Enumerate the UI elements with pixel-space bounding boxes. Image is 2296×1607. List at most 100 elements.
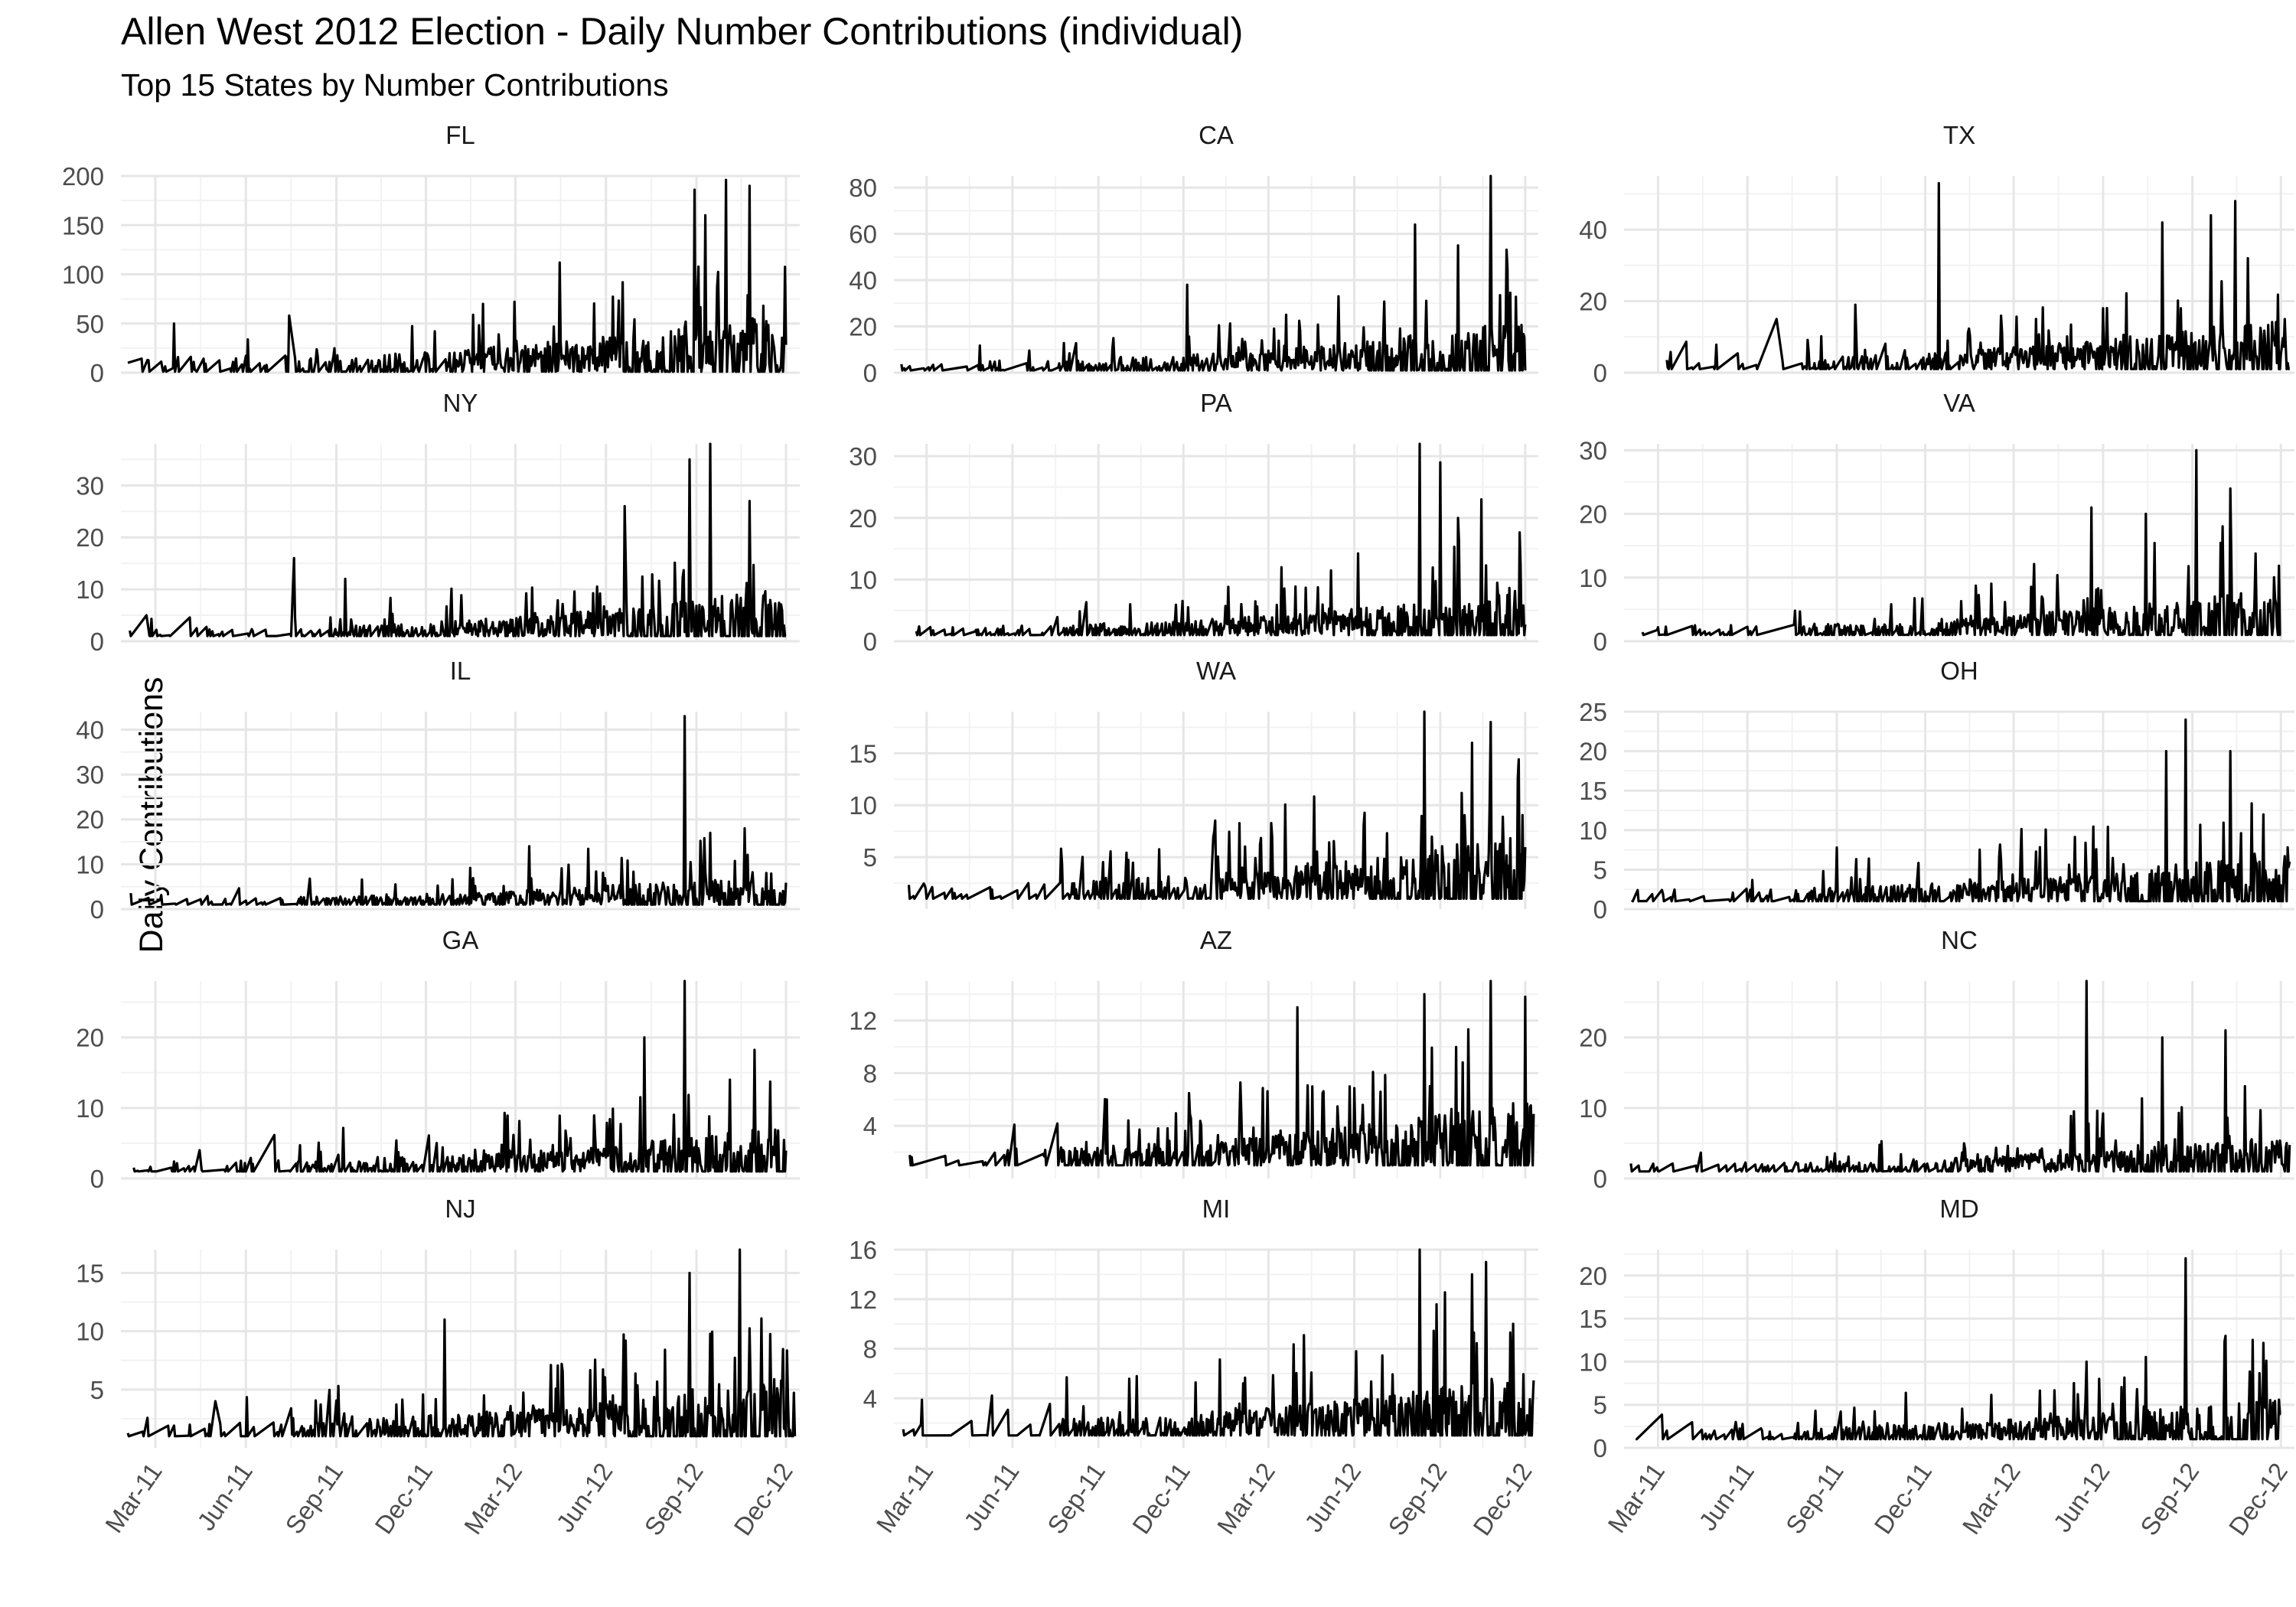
y-tick-label: 0	[1593, 1434, 1607, 1462]
x-tick-label: Jun-11	[191, 1458, 258, 1536]
x-tick-label: Sep-11	[1042, 1458, 1110, 1539]
y-tick-label: 20	[1579, 738, 1607, 766]
y-tick-label: 100	[62, 261, 104, 289]
y-tick-label: 0	[90, 627, 104, 656]
panel-va: VA 0 10 20 30	[1579, 389, 2294, 656]
panel-label-va: VA	[1943, 389, 1975, 417]
y-tick-label: 4	[863, 1384, 877, 1413]
y-tick-label: 20	[1579, 1024, 1607, 1052]
x-tick-label: Dec-12	[1467, 1458, 1537, 1540]
y-tick-label: 60	[849, 220, 877, 249]
y-tick-label: 16	[849, 1236, 877, 1264]
y-tick-label: 5	[1593, 856, 1607, 884]
series-line-md	[1635, 1257, 2281, 1441]
panel-il: IL 0 10 20 30 40	[76, 657, 800, 924]
series-line-oh	[1630, 718, 2291, 903]
x-tick-label: Jun-12	[1299, 1458, 1366, 1537]
y-tick-label: 15	[849, 739, 877, 768]
panel-tx: TX 0 20 40	[1579, 121, 2294, 387]
x-tick-label: Mar-11	[99, 1458, 168, 1538]
y-tick-label: 15	[76, 1259, 104, 1287]
y-tick-label: 10	[1579, 1094, 1607, 1123]
y-tick-label: 30	[76, 471, 104, 500]
x-tick-label: Sep-12	[638, 1458, 708, 1540]
panel-nc: NC 0 10 20	[1579, 926, 2294, 1193]
x-tick-label: Sep-11	[1780, 1458, 1849, 1539]
panel-label-fl: FL	[445, 121, 475, 149]
panel-ca: CA 0 20 40 60 80	[849, 121, 1538, 387]
panel-md: MD 0 5 10 15 20 Mar-11 Jun-11 Sep-11 Dec-11 Mar-12…	[1579, 1195, 2294, 1540]
y-tick-label: 10	[1579, 564, 1607, 592]
y-tick-label: 30	[76, 761, 104, 789]
x-tick-label: Dec-12	[2223, 1458, 2293, 1540]
y-tick-label: 0	[90, 359, 104, 387]
series-line-ca	[900, 174, 1527, 372]
x-tick-label: Mar-12	[1957, 1458, 2026, 1540]
panel-label-md: MD	[1939, 1195, 1978, 1223]
series-line-pa	[915, 442, 1527, 637]
panel-wa: WA 5 10 15	[849, 657, 1538, 909]
y-tick-label: 15	[1579, 777, 1607, 805]
y-tick-label: 10	[76, 575, 104, 604]
x-tick-label: Dec-11	[1868, 1458, 1937, 1539]
series-line-az	[908, 980, 1535, 1167]
y-tick-label: 0	[90, 895, 104, 924]
series-line-il	[129, 715, 788, 906]
x-tick-label: Sep-12	[2135, 1458, 2204, 1540]
panel-label-mi: MI	[1202, 1195, 1231, 1223]
x-tick-label: Mar-12	[1212, 1458, 1280, 1540]
y-tick-label: 40	[76, 715, 104, 744]
panel-label-wa: WA	[1196, 657, 1236, 685]
y-tick-label: 10	[1579, 1348, 1607, 1376]
series-line-tx	[1665, 181, 2290, 370]
y-tick-label: 15	[1579, 1305, 1607, 1333]
y-tick-label: 40	[1579, 216, 1607, 244]
y-tick-label: 0	[863, 627, 877, 656]
y-tick-label: 10	[76, 1094, 104, 1123]
series-line-ga	[132, 980, 788, 1173]
y-tick-label: 20	[1579, 500, 1607, 529]
panel-label-il: IL	[450, 657, 471, 685]
series-line-nc	[1629, 980, 2291, 1173]
y-tick-label: 10	[849, 566, 877, 594]
x-tick-label: Mar-11	[871, 1458, 939, 1538]
y-tick-label: 4	[863, 1112, 877, 1140]
panel-label-ny: NY	[443, 389, 478, 417]
panel-label-nc: NC	[1941, 926, 1978, 954]
y-tick-label: 10	[76, 1318, 104, 1346]
y-tick-label: 0	[1593, 895, 1607, 924]
x-tick-label: Mar-11	[1602, 1458, 1670, 1538]
panel-label-tx: TX	[1943, 121, 1975, 149]
y-tick-label: 30	[1579, 436, 1607, 464]
panel-label-ga: GA	[442, 926, 479, 954]
y-tick-label: 200	[62, 162, 104, 191]
x-tick-label: Jun-12	[2047, 1458, 2115, 1537]
x-tick-label: Sep-12	[1382, 1458, 1452, 1540]
y-tick-label: 50	[76, 310, 104, 338]
y-tick-label: 20	[1579, 288, 1607, 316]
panel-fl: FL 0 50 100 150 200	[62, 121, 800, 387]
y-tick-label: 10	[76, 850, 104, 878]
series-line-va	[1641, 448, 2281, 637]
chart-title: Allen West 2012 Election - Daily Number …	[121, 10, 1244, 53]
series-line-ny	[129, 442, 787, 637]
panel-mi: MI 4 8 12 16 Mar-11 Jun-11 Sep-11 Dec-11 Mar-12 Ju…	[849, 1195, 1538, 1540]
y-tick-label: 0	[90, 1165, 104, 1193]
y-tick-label: 5	[863, 843, 877, 872]
y-tick-label: 30	[849, 442, 877, 471]
y-tick-label: 12	[849, 1286, 877, 1314]
chart-subtitle: Top 15 States by Number Contributions	[121, 67, 669, 103]
y-tick-label: 80	[849, 174, 877, 202]
y-tick-label: 150	[62, 211, 104, 240]
y-tick-label: 25	[1579, 698, 1607, 726]
y-tick-label: 8	[863, 1059, 877, 1087]
y-tick-label: 40	[849, 266, 877, 295]
y-tick-label: 0	[863, 359, 877, 387]
series-line-fl	[127, 178, 788, 373]
panel-ny: NY 0 10 20 30	[76, 389, 800, 656]
y-tick-label: 5	[90, 1376, 104, 1404]
y-tick-label: 8	[863, 1335, 877, 1364]
panel-ga: GA 0 10 20	[76, 926, 800, 1193]
panel-label-nj: NJ	[445, 1195, 475, 1223]
